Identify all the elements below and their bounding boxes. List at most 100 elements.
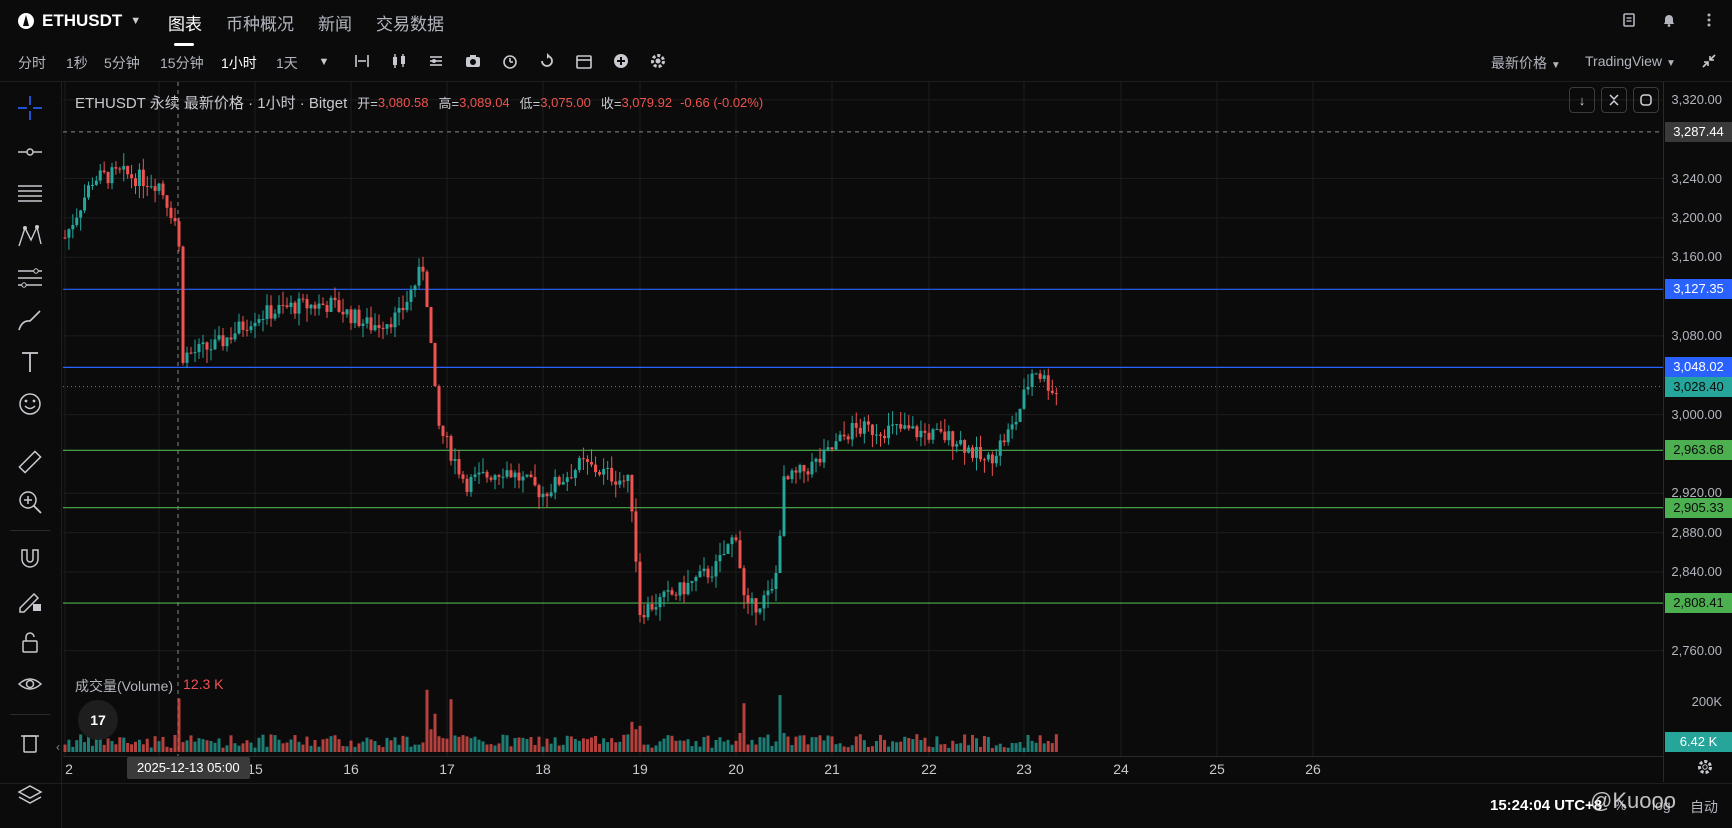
more-icon[interactable]	[1700, 12, 1718, 30]
volume-bar	[225, 745, 229, 752]
volume-bar	[702, 736, 706, 752]
pattern-icon[interactable]	[14, 220, 46, 252]
volume-bar	[465, 736, 469, 752]
volume-bar	[110, 741, 114, 752]
candles-icon[interactable]	[389, 52, 409, 72]
volume-bar	[750, 739, 754, 752]
zoom-in-icon[interactable]	[14, 486, 46, 518]
candle-body	[437, 386, 441, 426]
volume-bar	[598, 743, 602, 752]
volume-bar	[137, 739, 141, 752]
percent-toggle[interactable]: %	[1614, 797, 1627, 813]
eye-icon[interactable]	[14, 668, 46, 700]
timeframe-dropdown-icon[interactable]: ▼	[318, 56, 330, 68]
volume-bar	[766, 734, 770, 752]
timeframe-1s[interactable]: 1秒	[66, 55, 88, 71]
collapse-icon[interactable]	[1699, 52, 1719, 72]
fib-lines-icon[interactable]	[14, 178, 46, 210]
brush-icon[interactable]	[14, 304, 46, 336]
volume-bar	[706, 735, 710, 752]
collapse-legend-icon[interactable]	[1601, 87, 1627, 113]
price-chart[interactable]	[63, 82, 1663, 782]
candle-body	[265, 305, 269, 319]
alarm-icon[interactable]	[500, 52, 520, 72]
volume-bar	[935, 736, 939, 752]
x-tick: 24	[1113, 761, 1129, 777]
tab-1[interactable]: 币种概况	[226, 15, 294, 34]
volume-bar	[397, 744, 401, 752]
magnet-icon[interactable]	[14, 542, 46, 574]
trash-icon[interactable]	[14, 726, 46, 758]
symbol-selector[interactable]: ETHUSDT ▼	[18, 10, 141, 32]
y-tick: 3,160.00	[1671, 249, 1722, 265]
candle-body	[738, 540, 742, 569]
text-icon[interactable]	[14, 346, 46, 378]
candle-body	[602, 468, 606, 475]
volume-bar	[329, 736, 333, 752]
projection-icon[interactable]	[14, 262, 46, 294]
x-tick: 22	[921, 761, 937, 777]
scroll-down-icon[interactable]: ↓	[1569, 87, 1595, 113]
utc-clock[interactable]: 15:24:04 UTC+8	[1490, 797, 1603, 814]
tradingview-logo[interactable]: 17	[78, 700, 118, 740]
reset-view-icon[interactable]	[1633, 87, 1659, 113]
volume-bar	[177, 698, 181, 752]
timeframe-time[interactable]: 分时	[18, 55, 46, 71]
compare-icon[interactable]	[352, 52, 372, 72]
price-axis[interactable]: 3,320.00 3,240.00 3,200.00 3,160.00 3,080.00…	[1663, 82, 1732, 782]
emoji-icon[interactable]	[14, 388, 46, 420]
timeframe-1d[interactable]: 1天	[276, 55, 298, 71]
tab-3[interactable]: 交易数据	[376, 15, 444, 34]
candle-body	[213, 339, 217, 350]
tab-0[interactable]: 图表	[168, 10, 202, 46]
layers-icon[interactable]	[14, 780, 46, 812]
volume-bar	[71, 746, 75, 752]
ruler-icon[interactable]	[14, 446, 46, 478]
volume-bar	[217, 738, 221, 752]
axis-settings-icon[interactable]	[1695, 758, 1715, 778]
notes-icon[interactable]	[1620, 12, 1638, 30]
volume-bar	[919, 739, 923, 752]
indicators-icon[interactable]	[426, 52, 446, 72]
tab-2[interactable]: 新闻	[318, 15, 352, 34]
time-axis[interactable]: 214151617181920212223242526	[63, 756, 1663, 782]
candle-body	[943, 431, 947, 441]
settings-gear-icon[interactable]	[648, 52, 668, 72]
volume-bar	[915, 734, 919, 752]
add-icon[interactable]	[611, 52, 631, 72]
chevron-left-icon[interactable]: ‹	[56, 740, 60, 754]
replay-icon[interactable]	[537, 52, 557, 72]
volume-bar	[686, 739, 690, 752]
chart-engine-select[interactable]: TradingView ▼	[1585, 53, 1676, 69]
log-toggle[interactable]: log	[1652, 797, 1671, 813]
y-tick: 2,880.00	[1671, 524, 1722, 540]
candle-body	[501, 476, 505, 478]
calendar-icon[interactable]	[574, 52, 594, 72]
volume-bar	[79, 734, 83, 752]
volume-bar	[341, 745, 345, 752]
trend-line-icon[interactable]	[14, 136, 46, 168]
price-type-select[interactable]: 最新价格 ▼	[1491, 53, 1561, 73]
volume-bar	[75, 740, 79, 752]
candle-body	[874, 434, 878, 436]
volume-bar	[994, 745, 998, 752]
volume-bar	[634, 729, 638, 752]
volume-bar	[94, 735, 98, 752]
timeframe-5m[interactable]: 5分钟	[104, 55, 140, 71]
candle-body	[642, 615, 646, 618]
candle-body	[545, 493, 549, 497]
candle-body	[429, 307, 433, 344]
timeframe-15m[interactable]: 15分钟	[160, 55, 204, 71]
candle-body	[710, 576, 714, 578]
volume-bar	[638, 725, 642, 752]
bell-icon[interactable]	[1660, 12, 1678, 30]
crosshair-icon[interactable]	[14, 92, 46, 124]
lock-draw-icon[interactable]	[14, 584, 46, 616]
candle-body	[481, 471, 485, 473]
camera-icon[interactable]	[463, 52, 483, 72]
unlock-icon[interactable]	[14, 626, 46, 658]
auto-toggle[interactable]: 自动	[1690, 799, 1718, 815]
volume-bar	[513, 738, 517, 752]
candle-body	[903, 425, 907, 429]
timeframe-1h[interactable]: 1小时	[221, 55, 257, 71]
